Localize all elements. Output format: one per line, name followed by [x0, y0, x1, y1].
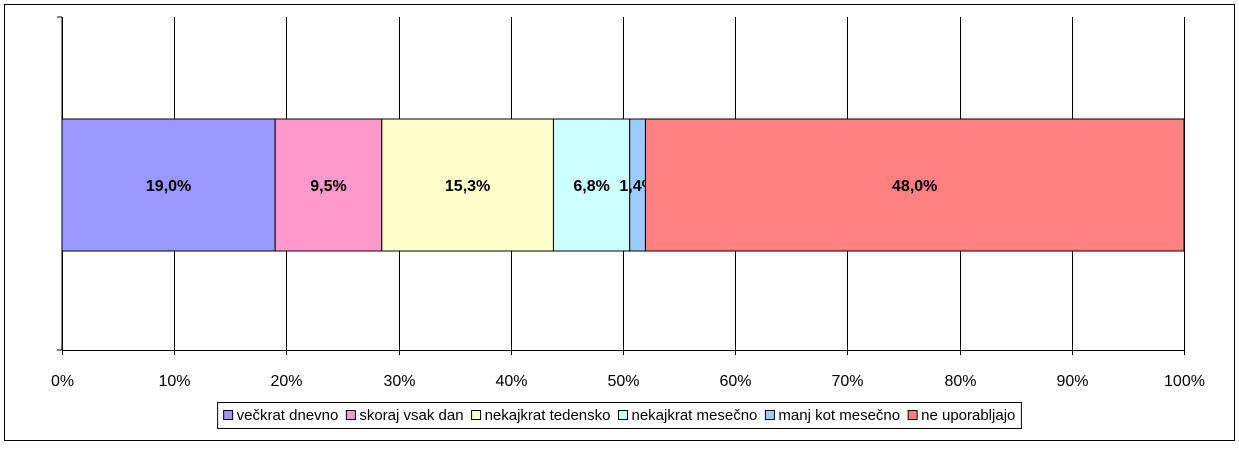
x-tick-label: 60% [719, 373, 751, 390]
x-tick-label: 0% [51, 373, 74, 390]
legend-swatch [345, 410, 356, 420]
legend-label: nekajkrat mesečno [631, 407, 757, 424]
x-tick-label: 80% [944, 373, 976, 390]
bar-segment [381, 118, 554, 252]
data-label: 19,0% [146, 178, 191, 195]
x-tick-label: 20% [270, 373, 302, 390]
legend-swatch [471, 410, 482, 420]
bar-segment [274, 118, 383, 252]
legend-label: manj kot mesečno [778, 407, 900, 424]
x-tick-label: 10% [158, 373, 190, 390]
x-tick-label: 50% [607, 373, 639, 390]
x-tick-label: 90% [1056, 373, 1088, 390]
bar-segment [61, 118, 276, 252]
legend-swatch [617, 410, 628, 420]
x-tick-label: 40% [495, 373, 527, 390]
x-tick-label: 70% [831, 373, 863, 390]
legend-label: večkrat dnevno [237, 407, 339, 424]
bar-segment [644, 118, 1185, 252]
legend: večkrat dnevno skoraj vsak dan nekajkrat t… [217, 402, 1022, 429]
data-label: 48,0% [892, 178, 937, 195]
legend-label: skoraj vsak dan [359, 407, 463, 424]
legend-swatch [223, 410, 234, 420]
legend-swatch [764, 410, 775, 420]
legend-label: ne uporabljajo [921, 407, 1015, 424]
data-label: 15,3% [445, 178, 490, 195]
x-tick-label: 30% [383, 373, 415, 390]
legend-swatch [907, 410, 918, 420]
legend-label: nekajkrat tedensko [485, 407, 611, 424]
data-label: 9,5% [310, 178, 346, 195]
x-tick-label: 100% [1164, 373, 1205, 390]
data-label: 6,8% [573, 178, 609, 195]
